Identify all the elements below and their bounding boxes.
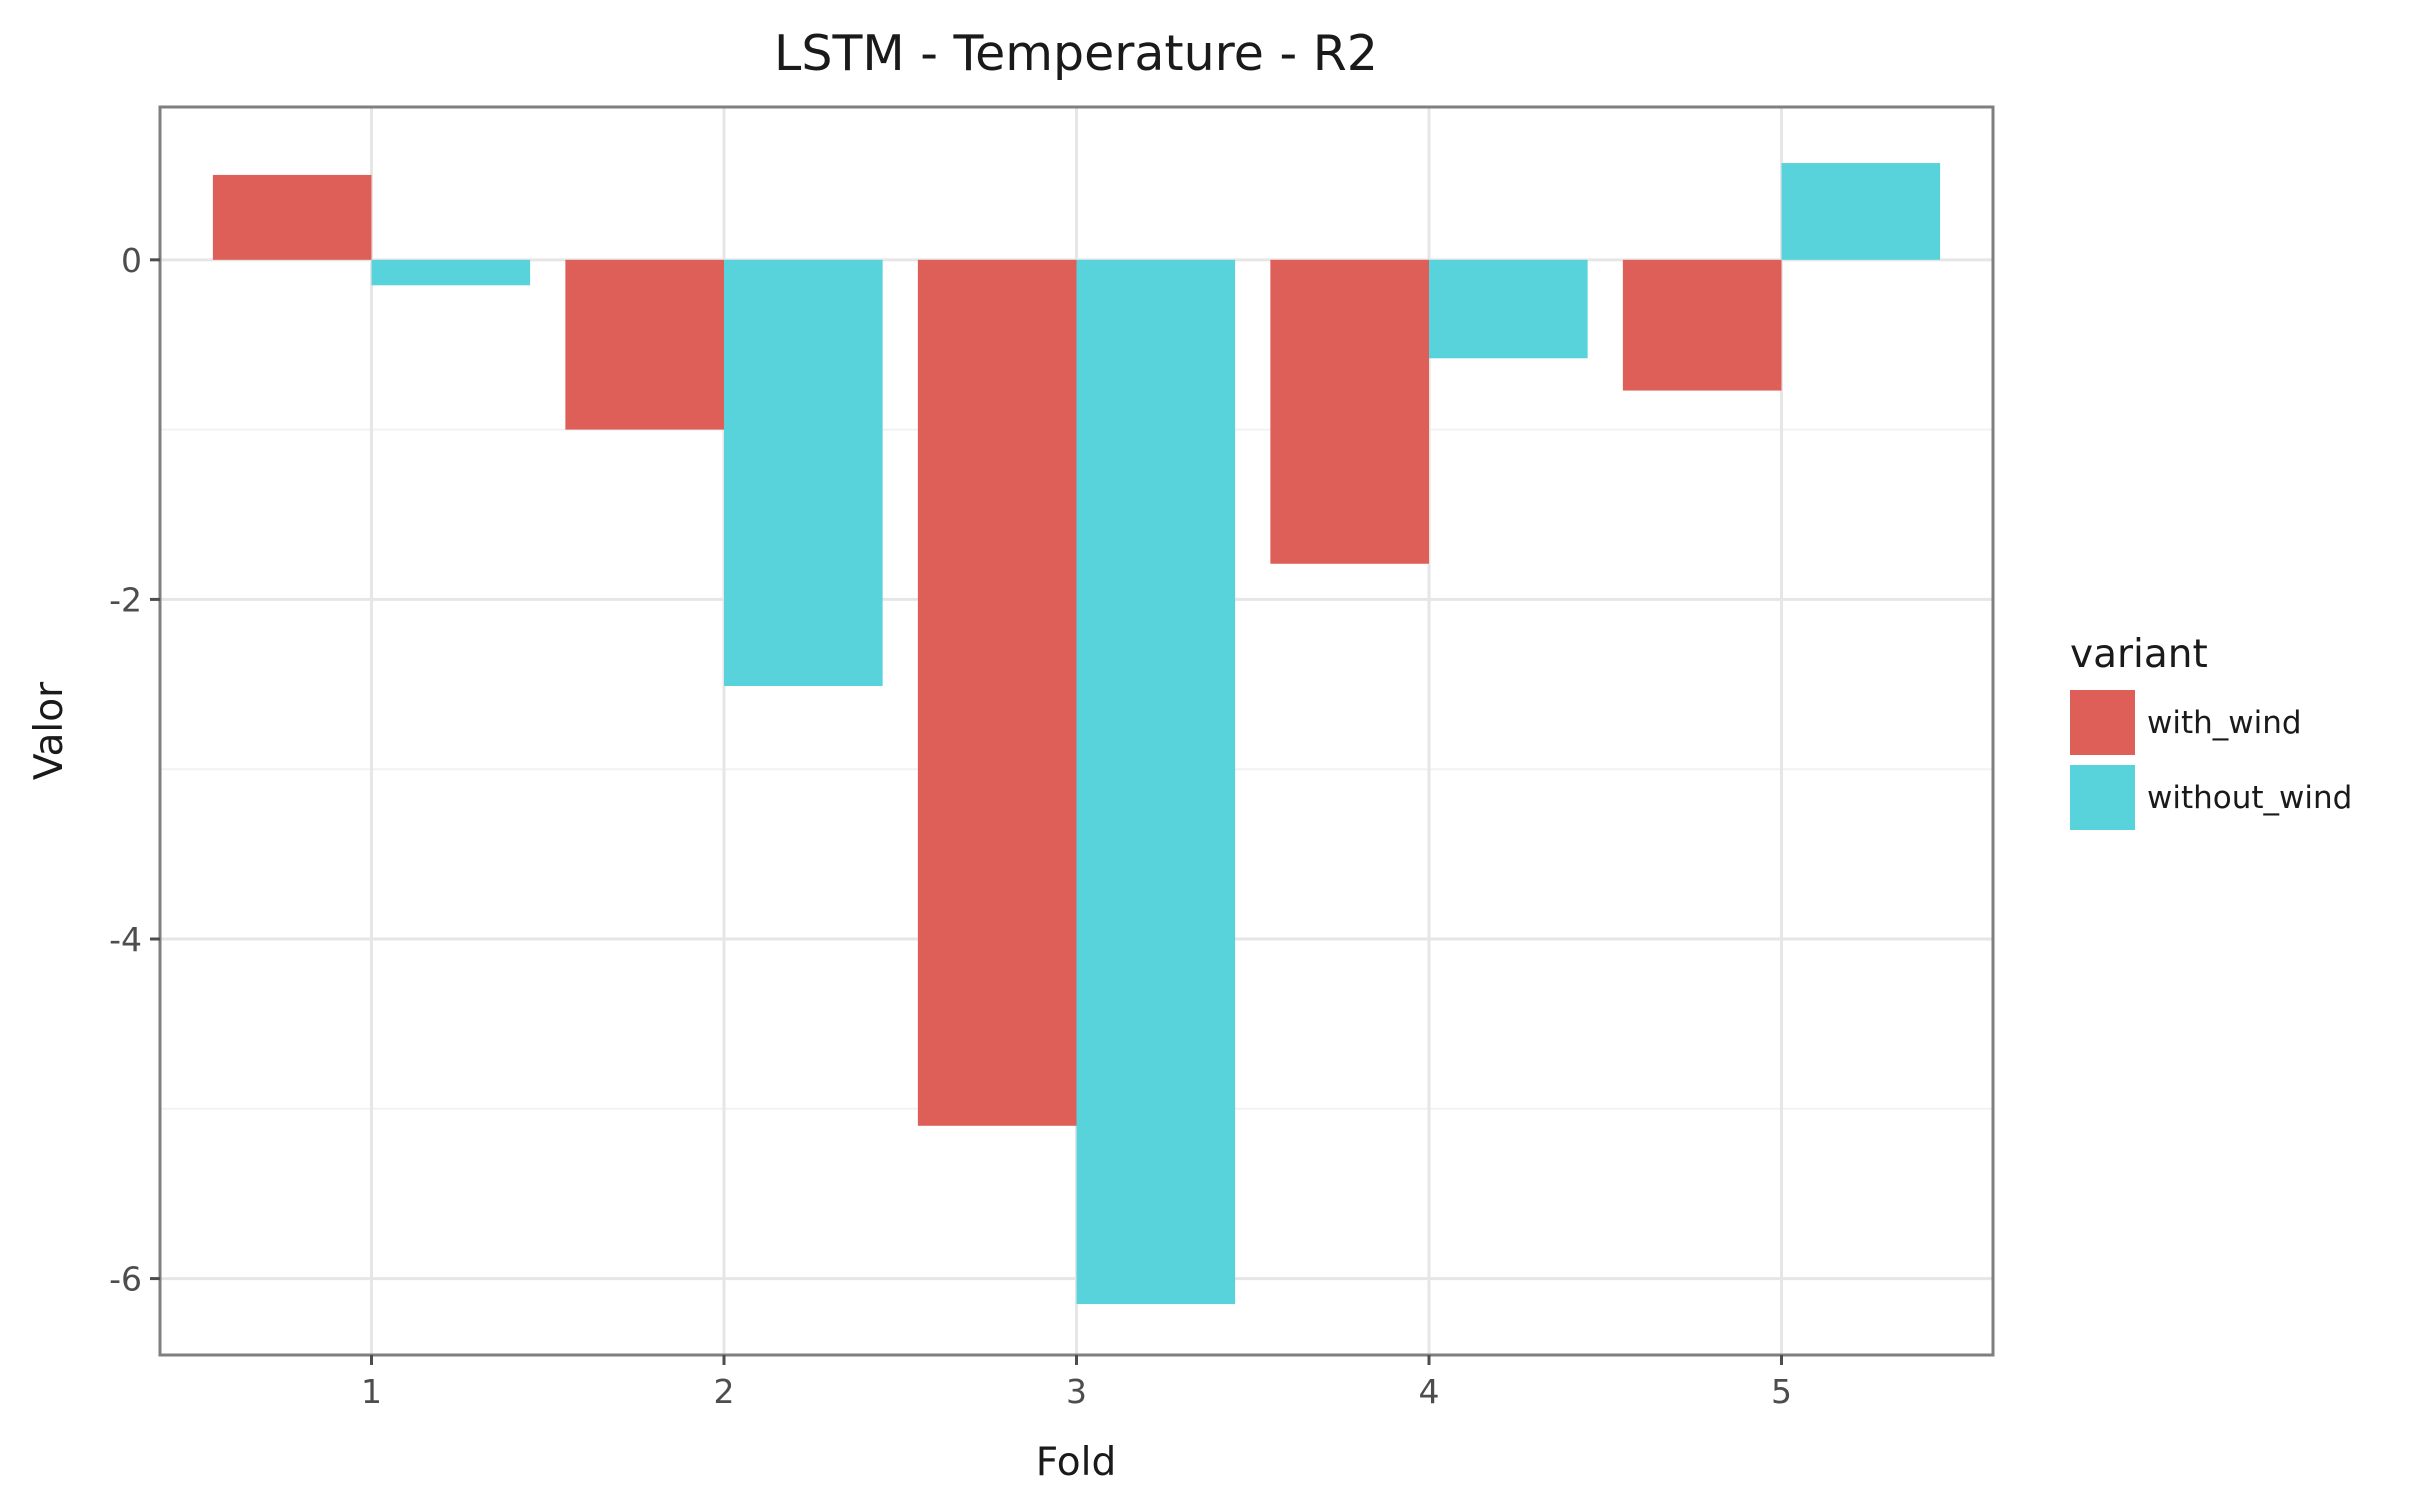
x-tick-label: 5 [1771,1372,1792,1411]
bar-without-wind-fold-2 [724,259,883,687]
legend: variant with_wind without_wind [2070,632,2352,830]
bar-with-wind-fold-5 [1622,259,1782,391]
bar-without-wind-fold-1 [371,259,531,286]
x-tick-label: 2 [714,1372,735,1411]
bar-with-wind-fold-3 [917,259,1077,1126]
bar-without-wind-fold-3 [1076,259,1236,1305]
legend-label-with-wind: with_wind [2147,705,2302,741]
x-axis-ticks: 1 2 3 4 5 [361,1355,1792,1411]
legend-swatch-with-wind [2070,690,2135,755]
legend-swatch-without-wind [2070,765,2135,830]
x-tick-label: 4 [1419,1372,1440,1411]
legend-label-without-wind: without_wind [2147,780,2352,816]
legend-title: variant [2070,632,2208,677]
y-axis-label: Valor [27,681,72,780]
x-tick-label: 1 [361,1372,382,1411]
y-tick-label: 0 [121,241,142,280]
bar-without-wind-fold-5 [1781,163,1941,260]
bars [212,163,1941,1305]
bar-with-wind-fold-2 [565,259,724,430]
bar-with-wind-fold-1 [212,174,372,260]
y-tick-label: -4 [109,920,142,959]
chart-title: LSTM - Temperature - R2 [774,25,1378,82]
y-tick-label: -2 [109,580,142,619]
x-tick-label: 3 [1066,1372,1087,1411]
x-axis-label: Fold [1036,1440,1117,1485]
bar-with-wind-fold-4 [1270,259,1429,564]
y-tick-label: -6 [109,1260,142,1299]
bar-without-wind-fold-4 [1429,259,1588,359]
y-axis-ticks: 0 -2 -4 -6 [109,241,160,1299]
